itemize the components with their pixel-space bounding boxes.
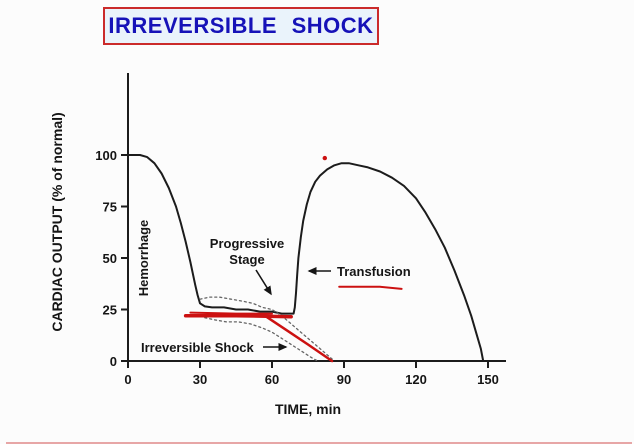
annotation-progressive-line2: Stage: [229, 252, 264, 267]
y-tick-label-50: 50: [103, 251, 117, 266]
progressive-stage-arrow: [255, 269, 272, 296]
figure-title: IRREVERSIBLE SHOCK: [108, 13, 374, 38]
y-tick-label-75: 75: [103, 200, 117, 215]
y-tick-label-25: 25: [103, 303, 117, 318]
x-tick-label-0: 0: [124, 372, 131, 387]
y-tick-label-100: 100: [95, 148, 117, 163]
annotation-transfusion: Transfusion: [337, 264, 411, 279]
series-dotted-upper-band: [199, 296, 336, 362]
x-tick-label-150: 150: [477, 372, 499, 387]
series-transfusion-underline: [338, 285, 403, 290]
series-red-plateau-stroke-2: [189, 311, 273, 315]
title-box: IRREVERSIBLE SHOCK: [103, 7, 379, 45]
scan-artifact-line: [6, 442, 632, 444]
annotation-hemorrhage: Hemorrhage: [136, 220, 151, 297]
y-tick-label-0: 0: [110, 354, 117, 369]
series-cardiac-output-curve: [127, 154, 485, 362]
x-tick-label-90: 90: [337, 372, 351, 387]
ticks-layer: 0 30 60 90 120 150 0 25 50 75 100: [95, 148, 499, 387]
annotation-irreversible-shock: Irreversible Shock: [141, 340, 254, 355]
x-tick-label-60: 60: [265, 372, 279, 387]
x-tick-label-30: 30: [193, 372, 207, 387]
marker-red-dot: [322, 155, 327, 161]
x-tick-label-120: 120: [405, 372, 427, 387]
series-red-plateau-stroke-1: [183, 313, 293, 319]
x-axis-label: TIME, min: [275, 401, 341, 417]
y-axis-label: CARDIAC OUTPUT (% of normal): [49, 112, 65, 331]
series-dotted-lower-band: [204, 317, 319, 362]
series-red-decline: [263, 314, 334, 363]
annotation-progressive-line1: Progressive: [210, 236, 284, 251]
series-layer: [127, 154, 485, 363]
